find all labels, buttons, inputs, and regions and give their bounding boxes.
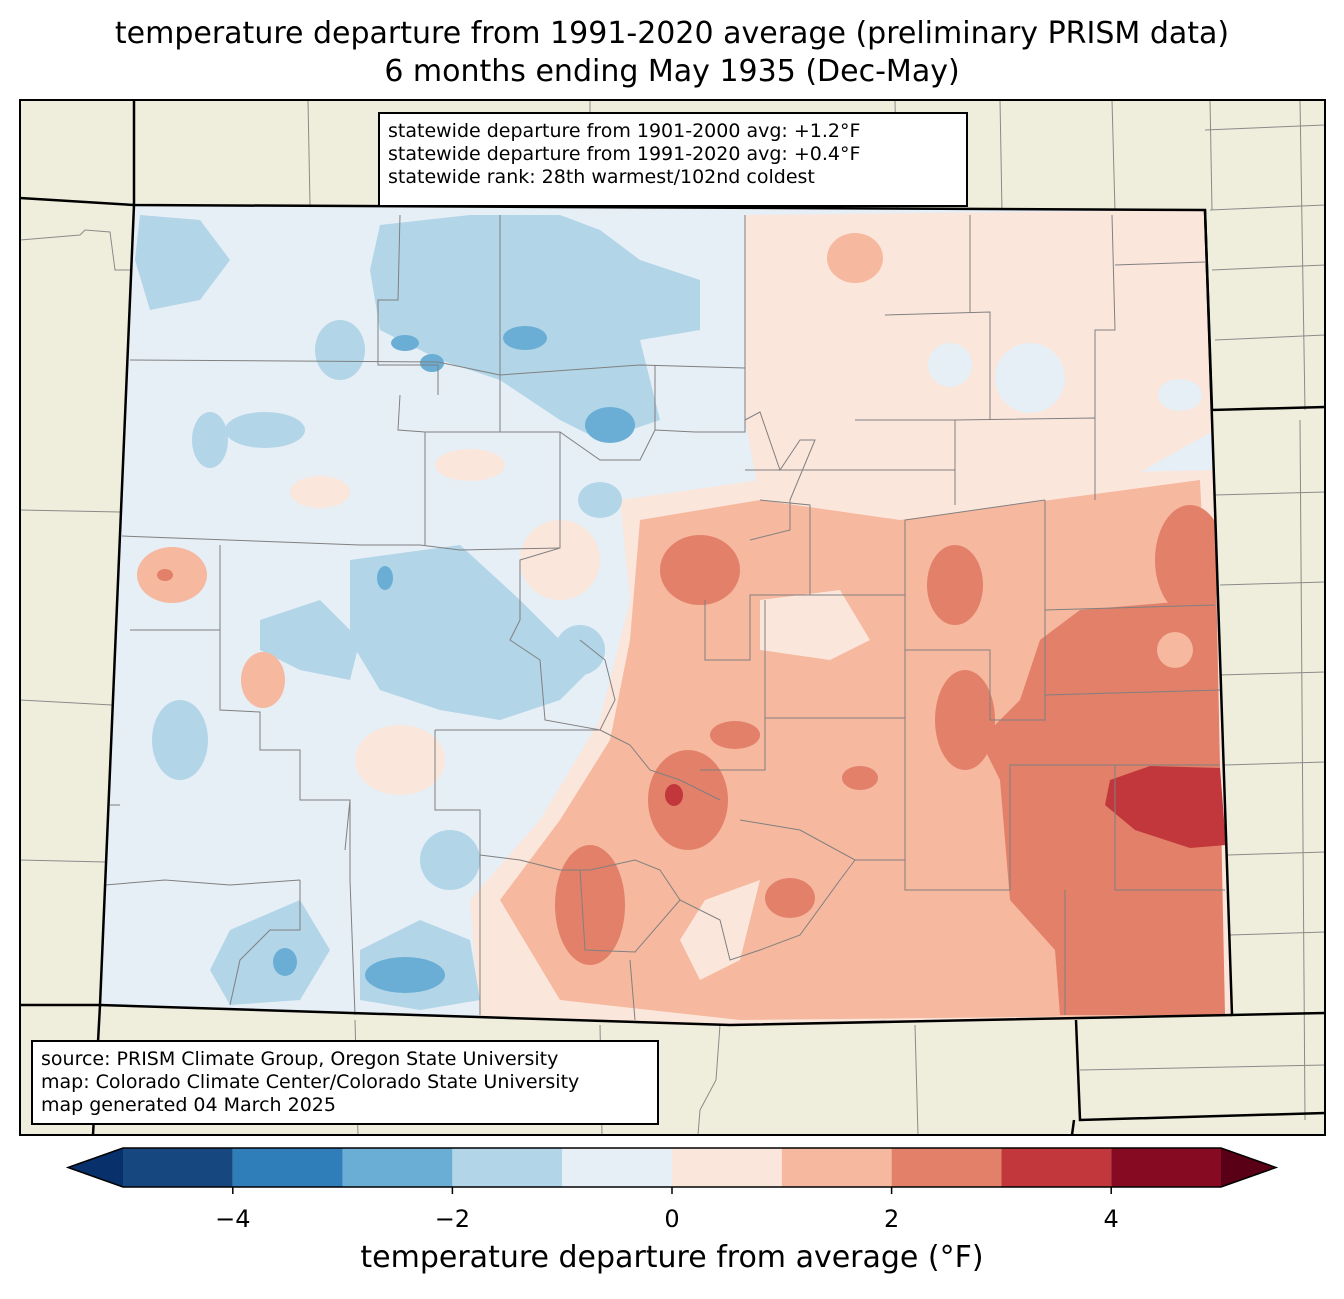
map-title-line2: 6 months ending May 1935 (Dec-May): [384, 54, 960, 89]
colorbar-segment: [452, 1148, 563, 1187]
source-line-3: map generated 04 March 2025: [41, 1094, 336, 1116]
county-lines: [104, 214, 1225, 1021]
stats-line-1: statewide departure from 1901-2000 avg: …: [388, 120, 861, 142]
colorbar-segment: [1001, 1148, 1112, 1187]
map-title-line1: temperature departure from 1991-2020 ave…: [114, 16, 1230, 51]
colorbar-segment: [672, 1148, 782, 1187]
colorbar-segment: [123, 1148, 233, 1187]
colorbar: [65, 1147, 1279, 1194]
temperature-anomaly-fills: [135, 210, 1232, 1025]
colorbar-tick-label: −2: [434, 1205, 471, 1233]
colorbar-segment: [562, 1148, 672, 1187]
colorbar-segment: [232, 1148, 343, 1187]
map-frame: [19, 99, 1326, 1136]
source-line-1: source: PRISM Climate Group, Oregon Stat…: [41, 1048, 559, 1070]
colorbar-over-arrow: [1221, 1148, 1276, 1187]
colorbar-tick-label: 0: [664, 1205, 680, 1233]
stats-line-3: statewide rank: 28th warmest/102nd colde…: [388, 166, 815, 188]
colorbar-outline: [65, 1147, 1279, 1188]
colorbar-label: temperature departure from average (°F): [360, 1240, 984, 1275]
colorbar-tick-label: −4: [215, 1205, 251, 1233]
colorbar-segment: [781, 1148, 892, 1187]
source-credits-box: source: PRISM Climate Group, Oregon Stat…: [31, 1040, 659, 1125]
colorbar-segment: [891, 1148, 1002, 1187]
statewide-stats-box: statewide departure from 1901-2000 avg: …: [378, 112, 968, 207]
colorbar-segment: [342, 1148, 453, 1187]
colorbar-segment: [1111, 1148, 1221, 1187]
colorbar-tick-label: 2: [883, 1205, 900, 1233]
source-line-2: map: Colorado Climate Center/Colorado St…: [41, 1071, 580, 1093]
colorbar-tick-label: 4: [1103, 1205, 1119, 1233]
stats-line-2: statewide departure from 1991-2020 avg: …: [388, 143, 861, 165]
colorbar-under-arrow: [68, 1148, 123, 1187]
